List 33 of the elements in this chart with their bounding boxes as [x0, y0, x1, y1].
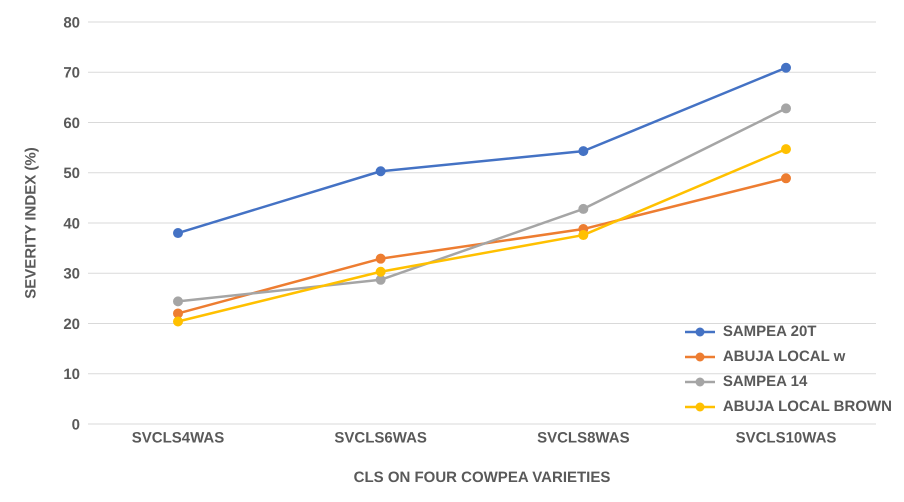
legend-label: SAMPEA 20T — [722, 322, 816, 342]
point — [781, 62, 791, 73]
point — [781, 103, 791, 114]
x-tick-label: SVCLS6WAS — [334, 430, 427, 447]
point — [578, 146, 588, 156]
y-tick-label: 30 — [63, 266, 80, 283]
y-tick-label: 70 — [63, 64, 80, 82]
y-tick-label: 40 — [63, 215, 80, 232]
x-tick-label: SVCLS8WAS — [537, 430, 630, 447]
y-axis-title: SEVERITY INDEX (%) — [22, 147, 40, 299]
point — [376, 166, 386, 176]
y-tick-label: 10 — [63, 366, 80, 384]
legend-label: SAMPEA 14 — [722, 372, 808, 392]
point — [173, 316, 183, 326]
point — [578, 230, 588, 240]
y-tick-label: 0 — [72, 416, 80, 434]
y-tick-label: 60 — [63, 114, 80, 132]
point — [173, 308, 183, 318]
point — [781, 144, 791, 154]
y-tick-label: 50 — [63, 165, 80, 182]
x-tick-label: SVCLS4WAS — [132, 430, 224, 447]
point — [578, 204, 588, 214]
point — [376, 254, 386, 264]
point — [173, 296, 183, 306]
y-tick-label: 80 — [63, 14, 80, 32]
x-axis-title: CLS ON FOUR COWPEA VARIETIES — [354, 469, 610, 486]
legend-label: ABUJA LOCAL BROWN — [722, 397, 892, 417]
x-tick-label: SVCLS10WAS — [736, 430, 836, 447]
y-tick-label: 20 — [63, 316, 80, 333]
point — [781, 173, 791, 184]
legend-label: ABUJA LOCAL w — [722, 347, 846, 367]
point — [376, 266, 386, 277]
point — [173, 228, 183, 238]
